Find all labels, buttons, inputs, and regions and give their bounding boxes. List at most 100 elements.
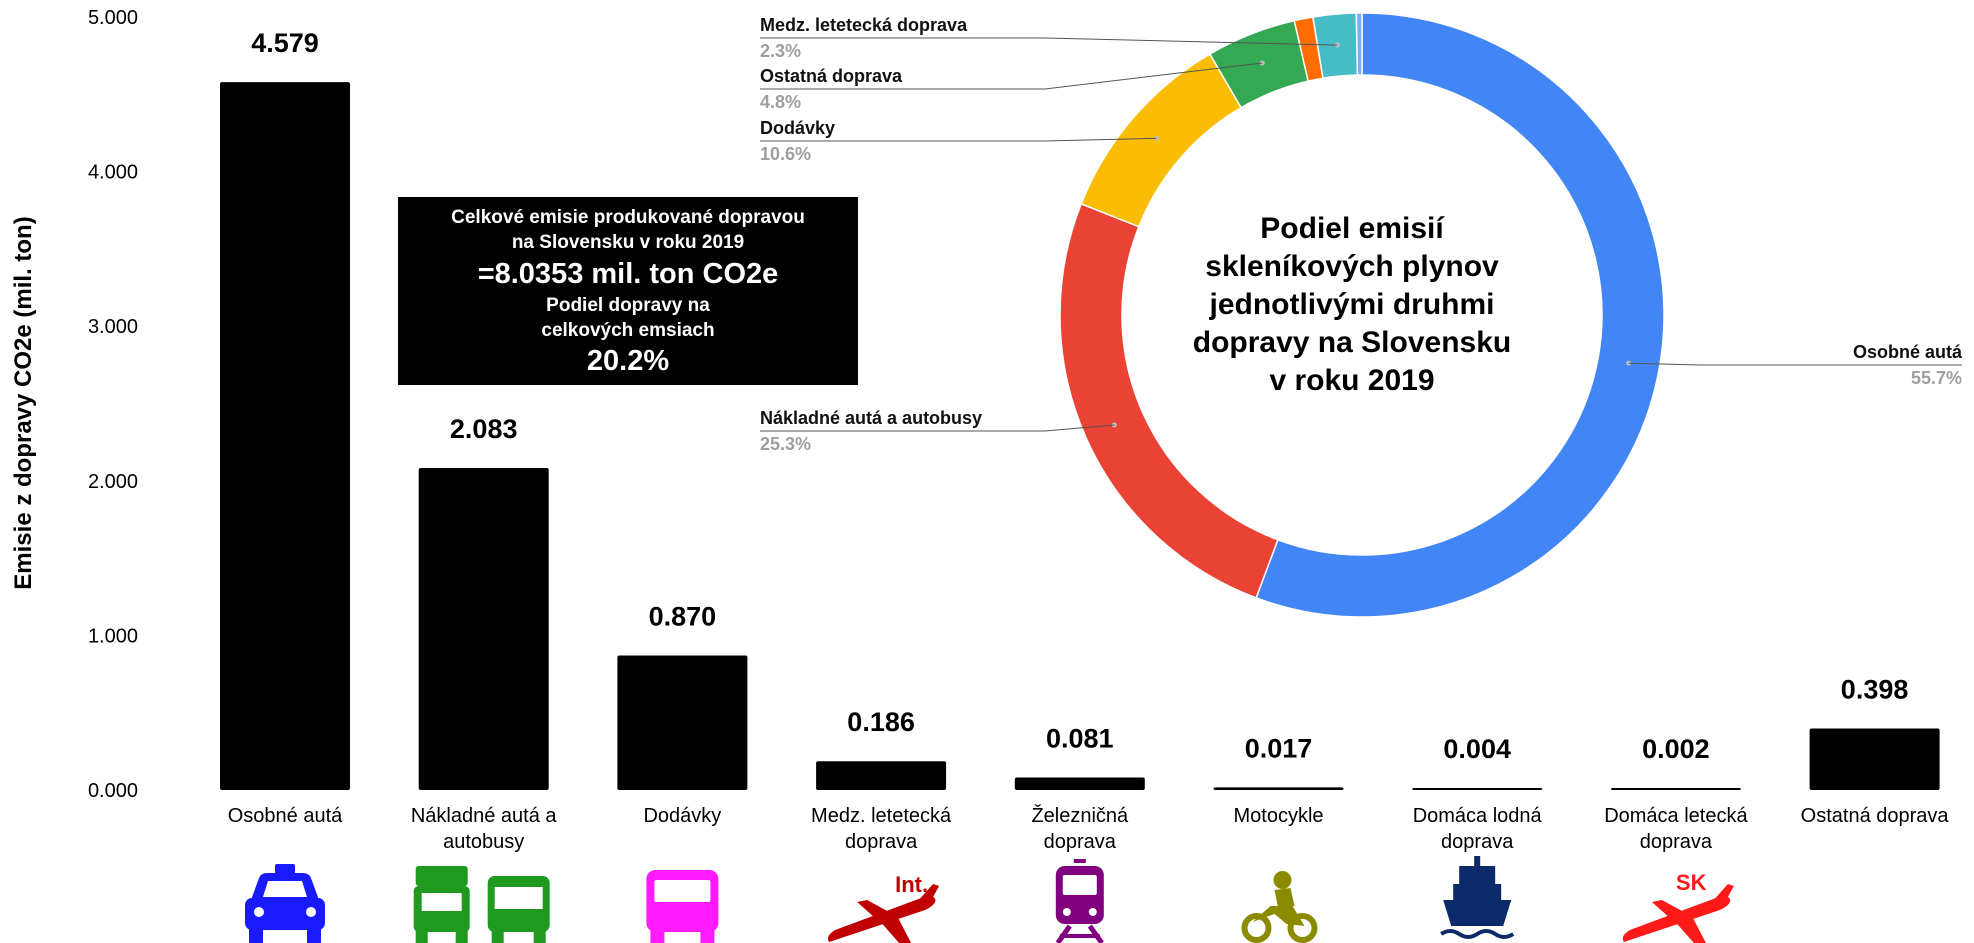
- van-wheel: [700, 930, 715, 943]
- y-tick-label: 2.000: [88, 471, 138, 493]
- y-tick-label: 3.000: [88, 316, 138, 338]
- x-category-label: Nákladné autá a: [411, 805, 558, 827]
- bar: [617, 655, 748, 790]
- car-wheel: [249, 928, 263, 943]
- bar-value-label: 0.186: [847, 707, 915, 737]
- donut-chart: Osobné autá 55.7% Nákladné autá a autobusy…: [760, 12, 1963, 618]
- info-box-line: Podiel dopravy na: [546, 295, 710, 316]
- moto-wheel: [1287, 913, 1318, 943]
- bar: [418, 467, 549, 790]
- bar-value-label: 0.870: [649, 601, 717, 631]
- leader-line: [760, 37, 1338, 46]
- bar-value-label: 0.017: [1245, 733, 1313, 763]
- motorcycle-icon: [1241, 871, 1318, 943]
- bus-window: [494, 887, 543, 909]
- car-roof-sign: [275, 864, 295, 874]
- info-box-line: na Slovensku v roku 2019: [512, 232, 744, 253]
- tram-icon: [1055, 859, 1104, 943]
- bar: [1412, 788, 1543, 790]
- slice-percent-label: 4.8%: [760, 92, 801, 112]
- truck-bus-icon: [413, 866, 550, 943]
- ship-bridge: [1459, 866, 1496, 884]
- x-category-label: Osobné autá: [228, 805, 343, 827]
- bus-wheel: [491, 930, 504, 943]
- y-tick-label: 5.000: [88, 7, 138, 29]
- truck-wheel: [455, 930, 468, 943]
- plane-wing: [1671, 912, 1706, 943]
- x-category-label: doprava: [1044, 831, 1117, 853]
- moto-rider-head: [1273, 871, 1292, 889]
- x-category-label: Domáca lodná: [1413, 805, 1543, 827]
- van-icon: [646, 870, 719, 943]
- donut-title-line: v roku 2019: [1269, 364, 1434, 397]
- bar: [1610, 788, 1741, 790]
- donut-title-line: Podiel emisií: [1260, 212, 1445, 245]
- x-category-label: doprava: [845, 831, 918, 853]
- y-axis-title: Emisie z dopravy CO2e (mil. ton): [10, 216, 37, 589]
- slice-label: Dodávky: [760, 118, 835, 138]
- ship-mast: [1474, 856, 1481, 866]
- moto-body: [1252, 906, 1305, 926]
- plane-international-icon: Int.: [827, 872, 940, 943]
- van-window: [654, 880, 711, 902]
- car-headlight: [306, 907, 316, 917]
- plane-wing-back: [857, 900, 890, 918]
- plane-int-label: Int.: [895, 872, 928, 897]
- x-category-label: doprava: [1441, 831, 1514, 853]
- leader-line: [760, 62, 1263, 90]
- truck-wheel: [415, 930, 428, 943]
- tram-window: [1062, 875, 1097, 895]
- slice-percent-label: 2.3%: [760, 41, 801, 61]
- bar: [1809, 728, 1940, 790]
- leader-line: [760, 137, 1157, 142]
- ship-deck: [1453, 884, 1502, 900]
- bar: [816, 761, 947, 790]
- donut-title-line: dopravy na Slovensku: [1193, 326, 1511, 359]
- slice-label: Osobné autá: [1853, 342, 1963, 362]
- x-category-label: autobusy: [443, 831, 524, 853]
- slice-percent-label: 10.6%: [760, 144, 811, 164]
- info-box-line: Celkové emisie produkované dopravou: [451, 207, 805, 228]
- leader-line: [1628, 362, 1962, 366]
- tram-light: [1088, 908, 1097, 916]
- slice-label: Medz. letetecká doprava: [760, 15, 968, 35]
- donut-slice: [1255, 12, 1665, 618]
- donut-slice: [1355, 12, 1363, 76]
- y-tick-label: 1.000: [88, 625, 138, 647]
- slice-percent-label: 25.3%: [760, 434, 811, 454]
- truck-cargo: [415, 866, 468, 886]
- donut-title-line: jednotlivými druhmi: [1208, 288, 1494, 321]
- info-box-background: [398, 197, 858, 385]
- info-box: Celkové emisie produkované dopravou na Sl…: [398, 197, 858, 385]
- x-category-label: doprava: [1640, 831, 1713, 853]
- tram-light: [1062, 908, 1071, 916]
- donut-slice: [1080, 53, 1243, 228]
- car-body: [245, 898, 325, 930]
- y-tick-label: 0.000: [88, 780, 138, 802]
- plane-sk-label: SK: [1676, 870, 1707, 895]
- info-box-line: =8.0353 mil. ton CO2e: [478, 258, 779, 290]
- x-category-label: Domáca letecká: [1604, 805, 1748, 827]
- slice-label: Ostatná doprava: [760, 66, 903, 86]
- slice-label: Nákladné autá a autobusy: [760, 408, 982, 428]
- car-headlight: [254, 907, 264, 917]
- ship-icon: [1440, 856, 1515, 939]
- moto-wheel: [1241, 913, 1272, 943]
- info-box-line: 20.2%: [587, 345, 669, 377]
- leader-line: [760, 424, 1115, 432]
- y-tick-label: 4.000: [88, 162, 138, 184]
- info-box-line: celkových emsiach: [541, 320, 714, 341]
- bar-value-label: 4.579: [251, 28, 319, 58]
- x-category-label: Dodávky: [643, 805, 721, 827]
- bar-value-label: 0.398: [1841, 674, 1909, 704]
- moto-rider-body: [1274, 888, 1295, 910]
- plane-tail: [917, 884, 940, 904]
- car-icon: [245, 864, 325, 943]
- ship-hull: [1443, 900, 1512, 926]
- plane-tail: [1711, 884, 1734, 904]
- donut-title-line: skleníkových plynov: [1205, 250, 1499, 283]
- ship-wave: [1440, 929, 1515, 939]
- x-category-label: Železničná: [1031, 804, 1129, 827]
